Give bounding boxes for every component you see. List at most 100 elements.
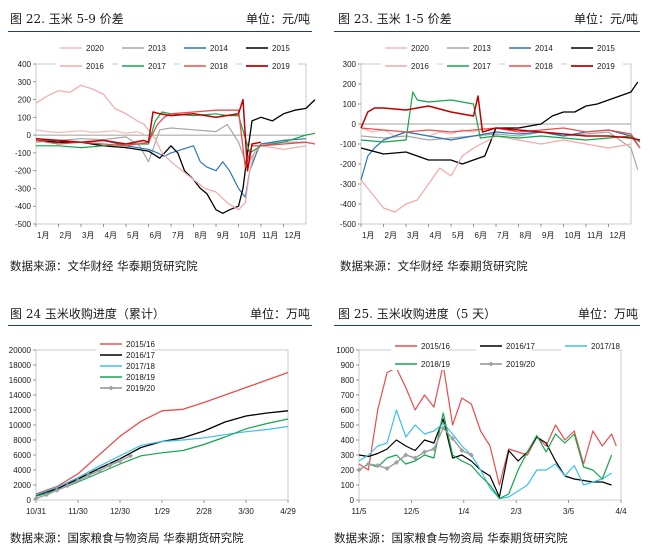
panel-1-rule — [8, 31, 312, 32]
x-tick-label: 2月 — [60, 231, 72, 240]
x-tick-label: 10月 — [240, 231, 257, 240]
y-tick-label: 600 — [341, 406, 355, 415]
x-tick-label: 4/4 — [615, 507, 627, 516]
x-tick-label: 1/4 — [458, 507, 470, 516]
legend-bg — [381, 60, 437, 72]
x-tick-label: 7月 — [497, 231, 509, 240]
series-marker — [365, 461, 371, 467]
panel-3-title: 图 24 玉米收购进度（累计） — [10, 307, 165, 321]
series-line-2019-20 — [35, 455, 131, 500]
x-tick-label: 5月 — [127, 231, 139, 240]
series-line-2019-20 — [358, 427, 472, 471]
legend-bg — [476, 358, 532, 370]
legend-label: 2015 — [272, 44, 290, 53]
series-line-2014 — [360, 129, 641, 181]
legend-label: 2019/20 — [506, 360, 535, 369]
x-tick-label: 4月 — [105, 231, 117, 240]
y-tick-label: -500 — [340, 220, 357, 229]
legend-label: 2014 — [535, 44, 553, 53]
series-marker — [422, 449, 427, 455]
y-tick-label: 200 — [18, 96, 32, 105]
x-tick-label: 12月 — [285, 231, 302, 240]
legend-bg — [443, 42, 499, 54]
legend-bg — [505, 42, 561, 54]
legend-bg — [96, 371, 152, 383]
y-tick-label: -100 — [15, 149, 32, 158]
y-tick-label: 700 — [341, 391, 355, 400]
legend-bg — [476, 340, 532, 352]
y-tick-label: 0 — [350, 496, 355, 505]
y-tick-label: -500 — [15, 220, 32, 229]
x-tick-label: 12/30 — [110, 507, 131, 516]
panel-2-source: 数据来源：文华财经 华泰期货研究院 — [340, 259, 528, 273]
y-tick-label: 8000 — [13, 436, 31, 445]
y-tick-label: 100 — [341, 481, 355, 490]
panel-4-rule — [334, 325, 640, 326]
x-tick-label: 10/31 — [26, 507, 47, 516]
legend-label: 2016/17 — [506, 342, 535, 351]
x-tick-label: 3月 — [407, 231, 419, 240]
series-line-2017 — [36, 111, 316, 154]
legend-label: 2014 — [210, 44, 228, 53]
series-marker — [117, 458, 123, 464]
series-marker — [356, 467, 362, 473]
series-marker — [440, 425, 446, 431]
panel-3-source: 数据来源：国家粮食与物资局 华泰期货研究院 — [10, 531, 244, 545]
chart-5-9-spread: -500 -400 -300 -200 -100 0 100 200 300 400 1月 2月 3月 4… — [15, 42, 316, 240]
x-tick-label: 1月 — [37, 231, 49, 240]
x-tick-label: 11月 — [587, 231, 603, 240]
legend-label: 2019/20 — [126, 384, 155, 393]
y-tick-label: 100 — [343, 100, 357, 109]
y-tick-label: -300 — [340, 180, 357, 189]
series-line-2015 — [35, 99, 316, 214]
series-line-2018-19 — [35, 418, 289, 497]
x-tick-label: 11/5 — [352, 507, 368, 516]
legend-bg — [561, 340, 617, 352]
x-tick-label: 6月 — [150, 231, 162, 240]
legend-label: 2015 — [597, 44, 615, 53]
legend-label: 2015/16 — [126, 340, 155, 349]
legend-bg — [96, 360, 152, 372]
series-line-2019 — [35, 98, 262, 172]
legend-bg — [96, 382, 152, 394]
legend-label: 2020 — [411, 44, 429, 53]
legend-bg — [443, 60, 499, 72]
y-tick-label: -200 — [340, 160, 357, 169]
y-tick-label: -300 — [15, 184, 32, 193]
series-marker — [384, 466, 390, 471]
plot-frame — [360, 63, 632, 225]
legend-label: 2016 — [411, 62, 429, 71]
legend-bg — [96, 338, 152, 350]
y-tick-label: 200 — [343, 80, 357, 89]
legend-marker — [488, 361, 494, 367]
y-tick-label: 0 — [352, 120, 357, 129]
series-marker — [375, 463, 381, 468]
series-line-2016-17 — [358, 418, 612, 498]
legend-bg — [118, 60, 174, 72]
y-tick-label: 0 — [27, 496, 32, 505]
x-tick-label: 11/30 — [68, 507, 88, 516]
y-tick-label: 10000 — [9, 421, 32, 430]
series-marker — [33, 496, 39, 501]
series-line-2017-18 — [358, 409, 612, 500]
series-marker — [44, 492, 49, 498]
legend-label: 2018/19 — [126, 373, 155, 382]
legend-label: 2016/17 — [126, 351, 155, 360]
legend-label: 2017/18 — [126, 362, 155, 371]
legend-bg — [381, 42, 437, 54]
y-tick-label: 300 — [341, 451, 355, 460]
series-line-2017-18 — [35, 425, 289, 496]
series-marker — [65, 483, 70, 489]
panel-4-unit: 单位：万吨 — [577, 307, 638, 321]
legend-bg — [391, 340, 447, 352]
y-tick-label: -400 — [340, 200, 357, 209]
y-tick-label: 800 — [341, 376, 355, 385]
series-line-2016 — [35, 84, 307, 211]
legend-bg — [505, 60, 561, 72]
series-line-2019 — [360, 95, 641, 141]
panel-1-unit: 单位：元/吨 — [245, 12, 310, 26]
legend-label: 2020 — [86, 44, 104, 53]
y-tick-label: 0 — [27, 131, 32, 140]
legend-bg — [567, 42, 623, 54]
panel-4-source: 数据来源：国家粮食与物资局 华泰期货研究院 — [334, 531, 568, 545]
